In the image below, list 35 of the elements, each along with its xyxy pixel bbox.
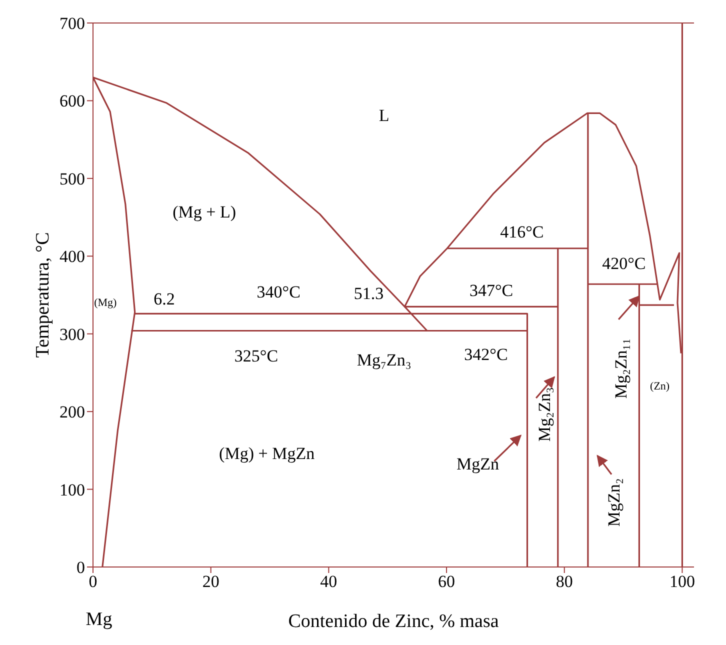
annotation: 51.3 xyxy=(354,284,384,304)
annotation: Mg₇Zn₃ xyxy=(356,350,412,370)
annotation: (Mg + L) xyxy=(172,202,236,222)
x-tick-label: 100 xyxy=(669,572,695,592)
annotation: MgZn₂ xyxy=(604,478,624,527)
annotation: MgZn xyxy=(456,454,500,474)
x-tick-label: 60 xyxy=(438,572,456,592)
x-tick-label: 0 xyxy=(88,572,98,592)
x-tick-label: 40 xyxy=(320,572,338,592)
annotation: L xyxy=(378,106,390,125)
x-tick-label: 20 xyxy=(202,572,220,592)
y-tick-label: 700 xyxy=(60,14,85,34)
y-tick-label: 300 xyxy=(60,324,85,344)
x-axis-title: Contenido de Zinc, % masa xyxy=(288,611,500,632)
annotation: 420°C xyxy=(602,254,646,273)
annotation: (Mg) xyxy=(94,297,118,310)
annotation: 325°C xyxy=(234,346,278,366)
annotation: 416°C xyxy=(500,222,544,242)
y-tick-label: 400 xyxy=(60,247,85,266)
annotation: 6.2 xyxy=(154,290,175,309)
annotation: Mg₂Zn₁₁ xyxy=(611,338,630,399)
x-tick-label: 80 xyxy=(556,572,573,592)
annotation: Mg₂Zn₃ xyxy=(534,387,554,442)
y-tick-label: 0 xyxy=(76,558,85,578)
annotation: 347°C xyxy=(469,281,514,300)
y-axis-title: Temperatura, °C xyxy=(32,232,54,358)
y-tick-label: 100 xyxy=(60,480,85,500)
y-tick-label: 600 xyxy=(60,92,85,111)
y-tick-label: 500 xyxy=(60,169,85,188)
annotation: (Mg) + MgZn xyxy=(219,444,316,463)
annotation: 340°C xyxy=(256,282,300,302)
annotation: 342°C xyxy=(464,344,508,364)
annotation: (Zn) xyxy=(650,380,670,392)
y-tick-label: 200 xyxy=(60,402,85,422)
text: Mg xyxy=(86,609,113,630)
